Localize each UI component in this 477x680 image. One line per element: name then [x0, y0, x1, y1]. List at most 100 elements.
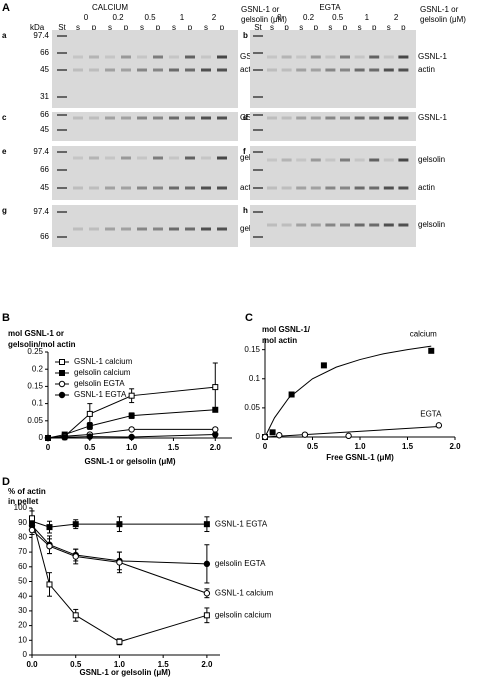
gel-letter: f — [243, 147, 246, 156]
gel-band — [121, 116, 131, 120]
gel-band — [185, 156, 195, 160]
gel-band — [73, 68, 83, 72]
gel-band — [137, 68, 147, 72]
gel-band — [340, 223, 350, 227]
gel — [52, 112, 238, 141]
lane-label: p — [156, 23, 161, 32]
concentration-label: 1 — [180, 13, 185, 22]
x-tick-label: 1.0 — [126, 443, 138, 452]
gel-band — [296, 68, 307, 72]
x-tick-label: 0.0 — [26, 660, 38, 669]
marker-band — [253, 151, 263, 153]
legend-label: gelsolin calcium — [74, 368, 131, 377]
gel-band — [185, 227, 195, 231]
marker-label: 45 — [40, 125, 49, 134]
marker-label: 66 — [40, 165, 49, 174]
marker — [128, 412, 135, 419]
marker-band — [253, 114, 263, 116]
y-tick-label: 0.05 — [27, 416, 43, 425]
panel-label: B — [2, 312, 10, 324]
x-tick-label: 2.0 — [449, 442, 461, 451]
gel-band — [121, 156, 131, 160]
marker — [44, 434, 52, 442]
marker — [212, 426, 219, 433]
y-tick-label: 30 — [18, 606, 27, 615]
x-tick-label: 0.5 — [84, 443, 96, 452]
gel-band — [73, 116, 83, 120]
lane-label: p — [314, 23, 319, 32]
band-label: actin — [240, 183, 257, 192]
concentration-label: 0 — [277, 13, 282, 22]
standard-label: St — [58, 23, 66, 32]
marker-label: 31 — [40, 92, 49, 101]
gel-band — [369, 223, 380, 227]
band-label: gelsolin — [418, 220, 445, 229]
series-label: EGTA — [420, 410, 442, 419]
y-tick-label: 90 — [18, 518, 27, 527]
gel-band — [281, 186, 292, 190]
y-tick-label: 50 — [18, 577, 27, 586]
concentration-label: 0.2 — [303, 13, 315, 22]
gel-band — [281, 116, 292, 120]
y-tick-label: 10 — [18, 635, 27, 644]
gel-band — [383, 223, 394, 227]
lane-label: s — [387, 23, 391, 32]
y-tick-label: 0 — [23, 650, 28, 659]
x-axis-label: GSNL-1 or gelsolin (μM) — [79, 668, 170, 677]
unit-label: GSNL-1 or — [420, 5, 459, 14]
gel-band — [398, 68, 409, 72]
gel-band — [383, 186, 394, 190]
marker — [128, 392, 135, 399]
gel-band — [153, 68, 163, 72]
gel-band — [267, 68, 277, 72]
gel — [52, 205, 238, 247]
condition-label: EGTA — [319, 3, 341, 12]
x-tick-label: 0.5 — [307, 442, 319, 451]
lane-label: p — [284, 23, 289, 32]
marker — [59, 370, 65, 376]
lane-label: s — [140, 23, 144, 32]
lane-label: p — [372, 23, 377, 32]
lane-label: s — [328, 23, 332, 32]
marker-label: 97.4 — [33, 31, 49, 40]
gel-band — [325, 158, 336, 162]
y-tick-label: 0.15 — [244, 345, 260, 354]
gel-band — [354, 68, 365, 72]
gel-band — [185, 116, 195, 120]
gel-band — [340, 186, 350, 190]
gel-band — [169, 68, 179, 72]
marker — [72, 521, 79, 528]
lane-label: s — [299, 23, 303, 32]
gel-band — [369, 68, 380, 72]
marker-band — [57, 169, 67, 171]
y-tick-label: 0 — [256, 432, 261, 441]
fit-curve — [264, 426, 439, 438]
gel-band — [369, 55, 380, 59]
gel-band — [325, 186, 336, 190]
y-axis-label: in pellet — [8, 497, 39, 506]
marker — [276, 432, 283, 439]
gel-band — [267, 158, 277, 162]
x-tick-label: 1.5 — [402, 442, 414, 451]
gel-letter: b — [243, 31, 248, 40]
standard-label: St — [254, 23, 262, 32]
marker-band — [57, 236, 67, 238]
marker-band — [253, 211, 263, 213]
marker — [46, 524, 53, 531]
y-axis-label: mol actin — [262, 336, 297, 345]
gel-band — [354, 158, 365, 162]
lane-label: p — [401, 23, 406, 32]
series-label: gelsolin calcium — [215, 610, 272, 619]
gel-band — [201, 55, 211, 59]
gel-band — [310, 116, 321, 120]
gel-band — [121, 186, 131, 190]
marker — [203, 560, 211, 568]
gel-band — [153, 55, 163, 59]
gel-band — [296, 55, 307, 59]
gel-band — [296, 223, 307, 227]
lane-label: p — [188, 23, 193, 32]
marker — [203, 612, 210, 619]
gel-band — [137, 116, 147, 120]
gel-band — [296, 158, 307, 162]
x-tick-label: 2.0 — [210, 443, 222, 452]
